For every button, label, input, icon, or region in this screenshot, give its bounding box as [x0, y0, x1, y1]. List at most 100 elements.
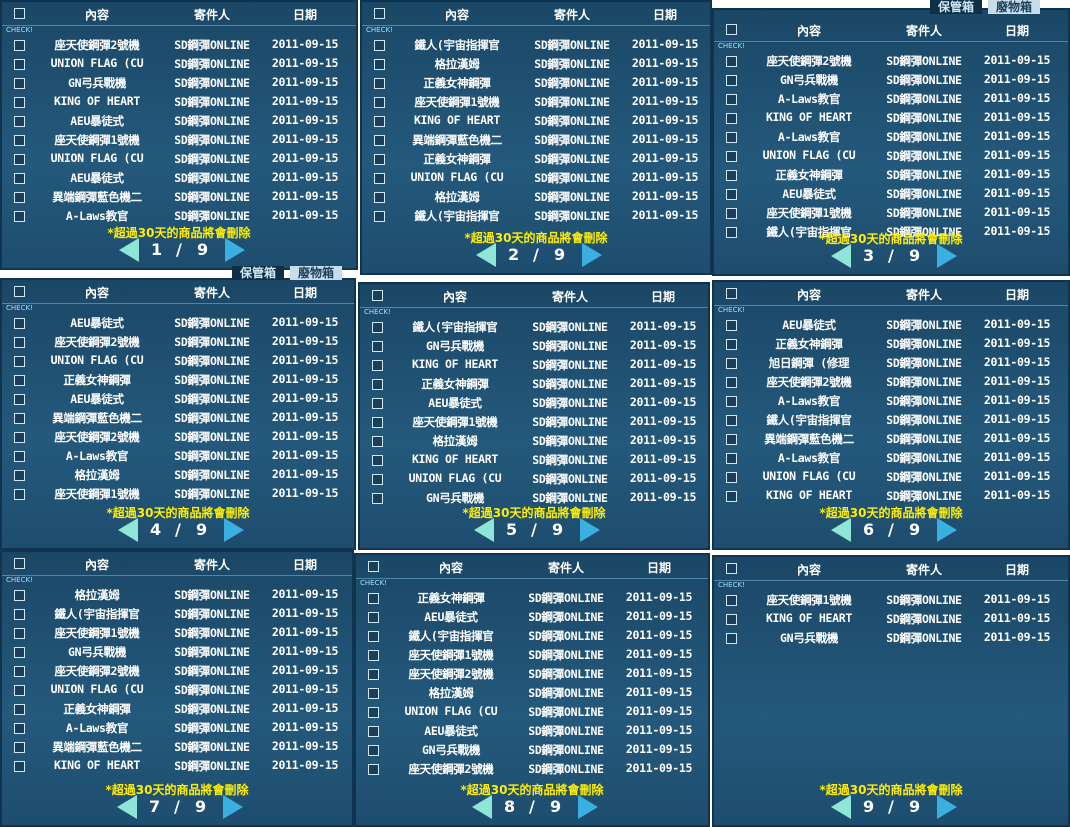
row-checkbox[interactable]	[374, 40, 385, 51]
row-checkbox[interactable]	[726, 94, 737, 105]
row-checkbox[interactable]	[374, 154, 385, 165]
select-all-checkbox[interactable]	[14, 558, 25, 569]
row-checkbox[interactable]	[14, 609, 25, 620]
row-checkbox[interactable]	[14, 742, 25, 753]
select-all-checkbox[interactable]	[368, 561, 379, 572]
next-page-button[interactable]	[937, 795, 957, 819]
row-checkbox[interactable]	[726, 227, 737, 238]
row-checkbox[interactable]	[14, 40, 25, 51]
row-checkbox[interactable]	[14, 394, 25, 405]
row-checkbox[interactable]	[726, 113, 737, 124]
row-checkbox[interactable]	[726, 472, 737, 483]
prev-page-button[interactable]	[474, 518, 494, 542]
row-checkbox[interactable]	[374, 78, 385, 89]
row-checkbox[interactable]	[14, 489, 25, 500]
row-checkbox[interactable]	[14, 97, 25, 108]
row-checkbox[interactable]	[368, 593, 379, 604]
row-checkbox[interactable]	[14, 628, 25, 639]
row-checkbox[interactable]	[726, 595, 737, 606]
row-checkbox[interactable]	[726, 377, 737, 388]
row-checkbox[interactable]	[368, 764, 379, 775]
tab[interactable]: 廢物箱	[988, 0, 1041, 14]
next-page-button[interactable]	[937, 518, 957, 542]
row-checkbox[interactable]	[372, 379, 383, 390]
row-checkbox[interactable]	[726, 415, 737, 426]
row-checkbox[interactable]	[372, 493, 383, 504]
row-checkbox[interactable]	[368, 650, 379, 661]
row-checkbox[interactable]	[372, 455, 383, 466]
tab[interactable]: 保管箱	[232, 266, 285, 280]
row-checkbox[interactable]	[374, 116, 385, 127]
row-checkbox[interactable]	[14, 192, 25, 203]
row-checkbox[interactable]	[374, 211, 385, 222]
row-checkbox[interactable]	[14, 470, 25, 481]
row-checkbox[interactable]	[14, 375, 25, 386]
row-checkbox[interactable]	[726, 132, 737, 143]
row-checkbox[interactable]	[14, 685, 25, 696]
next-page-button[interactable]	[225, 238, 245, 262]
row-checkbox[interactable]	[14, 666, 25, 677]
row-checkbox[interactable]	[14, 116, 25, 127]
row-checkbox[interactable]	[14, 135, 25, 146]
row-checkbox[interactable]	[14, 173, 25, 184]
row-checkbox[interactable]	[14, 356, 25, 367]
prev-page-button[interactable]	[476, 243, 496, 267]
next-page-button[interactable]	[578, 795, 598, 819]
row-checkbox[interactable]	[726, 189, 737, 200]
prev-page-button[interactable]	[831, 518, 851, 542]
row-checkbox[interactable]	[14, 337, 25, 348]
row-checkbox[interactable]	[374, 59, 385, 70]
row-checkbox[interactable]	[368, 745, 379, 756]
row-checkbox[interactable]	[372, 322, 383, 333]
row-checkbox[interactable]	[368, 688, 379, 699]
row-checkbox[interactable]	[14, 432, 25, 443]
row-checkbox[interactable]	[726, 208, 737, 219]
next-page-button[interactable]	[224, 518, 244, 542]
row-checkbox[interactable]	[14, 318, 25, 329]
row-checkbox[interactable]	[372, 398, 383, 409]
row-checkbox[interactable]	[368, 707, 379, 718]
next-page-button[interactable]	[223, 795, 243, 819]
row-checkbox[interactable]	[368, 726, 379, 737]
row-checkbox[interactable]	[14, 59, 25, 70]
row-checkbox[interactable]	[726, 491, 737, 502]
row-checkbox[interactable]	[368, 669, 379, 680]
row-checkbox[interactable]	[374, 97, 385, 108]
row-checkbox[interactable]	[14, 723, 25, 734]
prev-page-button[interactable]	[119, 238, 139, 262]
row-checkbox[interactable]	[726, 320, 737, 331]
row-checkbox[interactable]	[372, 360, 383, 371]
row-checkbox[interactable]	[726, 434, 737, 445]
row-checkbox[interactable]	[726, 56, 737, 67]
next-page-button[interactable]	[582, 243, 602, 267]
prev-page-button[interactable]	[472, 795, 492, 819]
row-checkbox[interactable]	[726, 396, 737, 407]
prev-page-button[interactable]	[831, 244, 851, 268]
row-checkbox[interactable]	[726, 633, 737, 644]
row-checkbox[interactable]	[14, 647, 25, 658]
row-checkbox[interactable]	[372, 417, 383, 428]
row-checkbox[interactable]	[372, 436, 383, 447]
row-checkbox[interactable]	[14, 413, 25, 424]
prev-page-button[interactable]	[831, 795, 851, 819]
row-checkbox[interactable]	[726, 339, 737, 350]
row-checkbox[interactable]	[726, 170, 737, 181]
row-checkbox[interactable]	[14, 704, 25, 715]
select-all-checkbox[interactable]	[726, 24, 737, 35]
select-all-checkbox[interactable]	[372, 290, 383, 301]
row-checkbox[interactable]	[368, 612, 379, 623]
row-checkbox[interactable]	[14, 211, 25, 222]
row-checkbox[interactable]	[14, 451, 25, 462]
row-checkbox[interactable]	[726, 358, 737, 369]
select-all-checkbox[interactable]	[14, 286, 25, 297]
row-checkbox[interactable]	[374, 135, 385, 146]
row-checkbox[interactable]	[374, 173, 385, 184]
next-page-button[interactable]	[937, 244, 957, 268]
row-checkbox[interactable]	[14, 78, 25, 89]
prev-page-button[interactable]	[118, 518, 138, 542]
select-all-checkbox[interactable]	[726, 288, 737, 299]
next-page-button[interactable]	[580, 518, 600, 542]
row-checkbox[interactable]	[14, 590, 25, 601]
select-all-checkbox[interactable]	[374, 8, 385, 19]
tab[interactable]: 廢物箱	[290, 266, 343, 280]
